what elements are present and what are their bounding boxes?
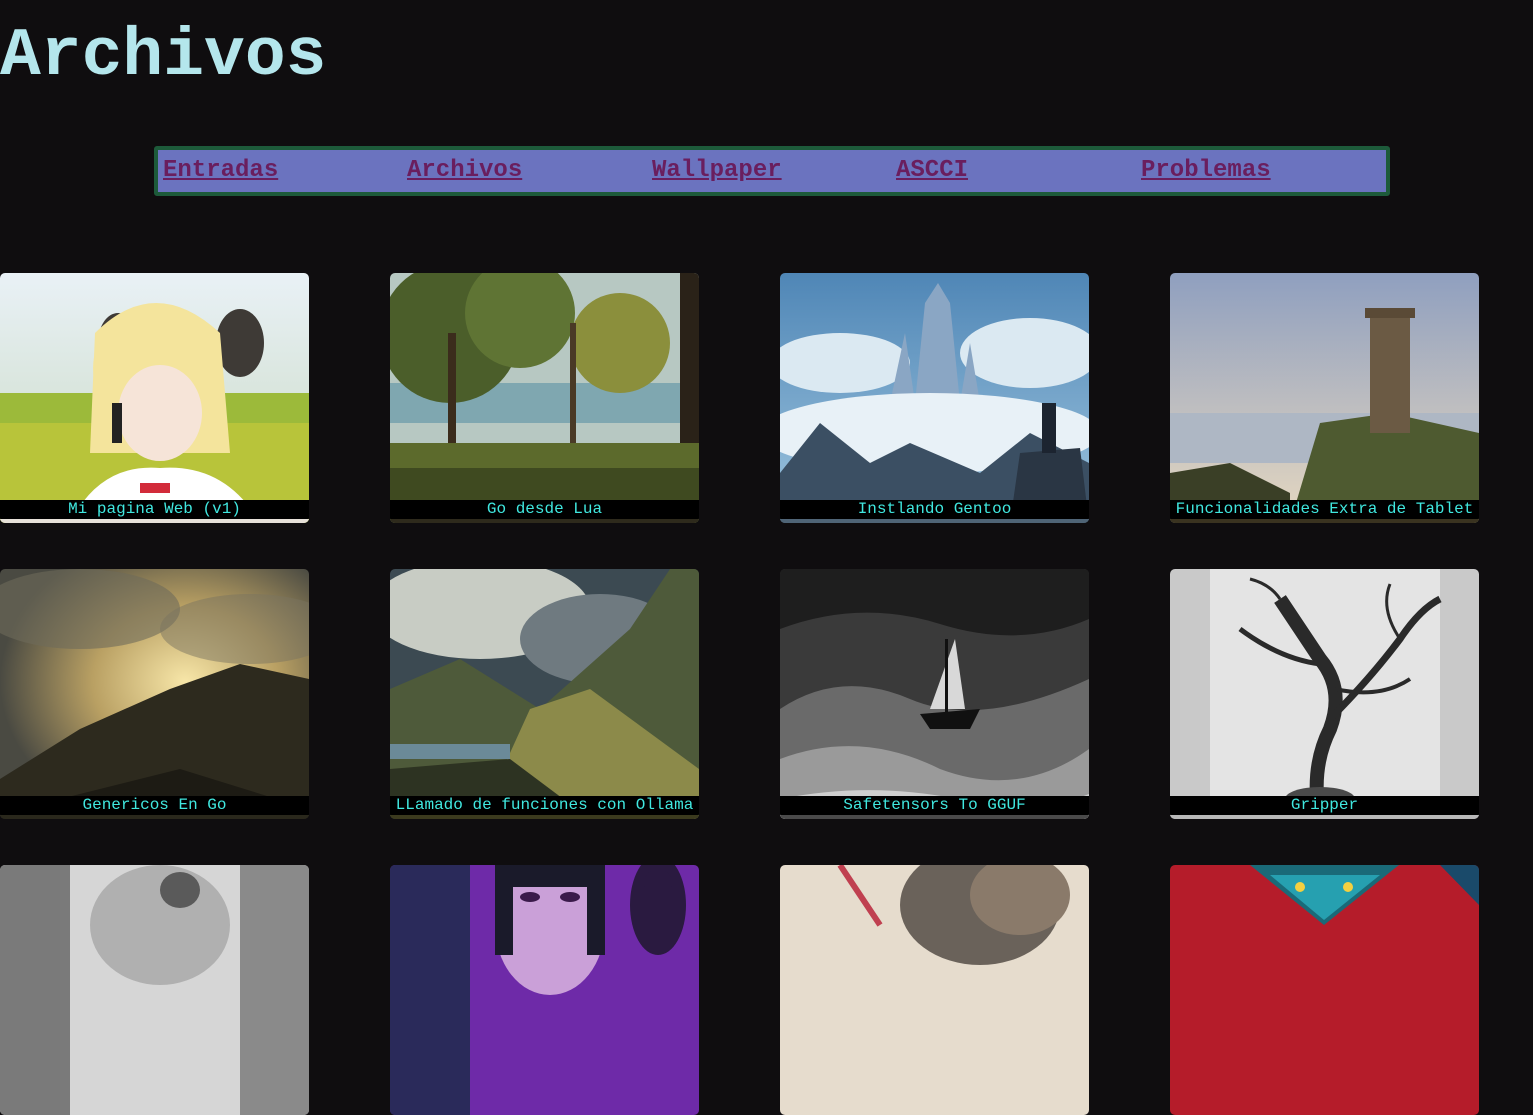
- ship-storm-engraving-image: [780, 569, 1089, 819]
- card-title: Genericos En Go: [0, 796, 309, 815]
- nav-link-problemas[interactable]: Problemas: [1141, 157, 1271, 184]
- archive-card[interactable]: Go desde Lua: [390, 273, 699, 523]
- sunset-hills-image: [0, 569, 309, 819]
- nav-link-archivos[interactable]: Archivos: [407, 157, 523, 184]
- archive-card[interactable]: Funcionalidades Extra de Tablet: [1170, 273, 1479, 523]
- castle-clouds-image: [780, 273, 1089, 523]
- ruined-tower-coast-image: [1170, 273, 1479, 523]
- page-title: Archivos: [0, 18, 327, 95]
- archive-card[interactable]: Genericos En Go: [0, 569, 309, 819]
- archive-card[interactable]: [780, 865, 1089, 1115]
- red-monster-image: [1170, 865, 1479, 1115]
- purple-anime-image: [390, 865, 699, 1115]
- card-title: Safetensors To GGUF: [780, 796, 1089, 815]
- archive-card[interactable]: Gripper: [1170, 569, 1479, 819]
- card-title: Go desde Lua: [390, 500, 699, 519]
- nav-link-entradas[interactable]: Entradas: [163, 157, 279, 184]
- anime-girl-phone-image: [0, 273, 309, 523]
- archive-card[interactable]: [1170, 865, 1479, 1115]
- card-title: Gripper: [1170, 796, 1479, 815]
- card-title: Mi pagina Web (v1): [0, 500, 309, 519]
- mountain-storm-image: [390, 569, 699, 819]
- nav-link-ascci[interactable]: ASCCI: [896, 157, 969, 184]
- sketch-image: [780, 865, 1089, 1115]
- archive-card[interactable]: LLamado de funciones con Ollama: [390, 569, 699, 819]
- archive-card[interactable]: Safetensors To GGUF: [780, 569, 1089, 819]
- archive-card[interactable]: Instlando Gentoo: [780, 273, 1089, 523]
- main-nav: Entradas Archivos Wallpaper ASCCI Proble…: [154, 146, 1390, 196]
- forest-landscape-image: [390, 273, 699, 523]
- card-title: Funcionalidades Extra de Tablet: [1170, 500, 1479, 519]
- archive-card[interactable]: Mi pagina Web (v1): [0, 273, 309, 523]
- tree-drawing-image: [1170, 569, 1479, 819]
- engraving-figure-image: [0, 865, 309, 1115]
- card-title: LLamado de funciones con Ollama: [390, 796, 699, 815]
- card-title: Instlando Gentoo: [780, 500, 1089, 519]
- archive-card[interactable]: [390, 865, 699, 1115]
- nav-link-wallpaper[interactable]: Wallpaper: [652, 157, 782, 184]
- archive-card[interactable]: [0, 865, 309, 1115]
